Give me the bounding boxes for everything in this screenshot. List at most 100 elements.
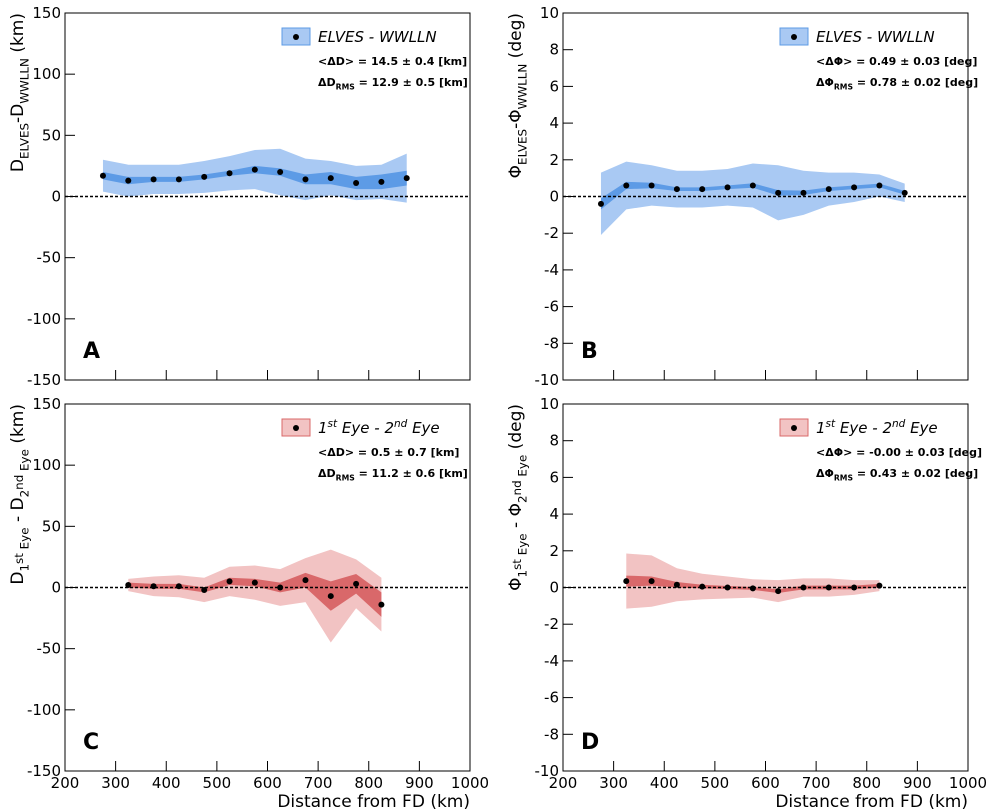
legend-label: 1st Eye - 2nd Eye [318, 418, 440, 437]
text-segment: Eye [905, 419, 937, 437]
x-tick-label: 500 [701, 774, 730, 792]
error-band [128, 572, 382, 617]
text-segment: RMS [336, 83, 355, 92]
text-segment: 1 [516, 570, 530, 578]
text-segment: Eye - 2 [835, 419, 892, 437]
text-segment: st [328, 418, 338, 430]
text-segment: = 0.78 ± 0.02 [deg] [853, 76, 978, 89]
x-tick-label: 400 [650, 774, 679, 792]
y-tick-label: -10 [535, 762, 560, 780]
legend-marker [293, 425, 299, 431]
y-tick-label: 150 [32, 4, 61, 22]
x-tick-label: 1000 [451, 774, 489, 792]
mean-point [175, 583, 182, 590]
y-tick-label: -50 [37, 249, 62, 267]
stat-line: <ΔD> = 14.5 ± 0.4 [km] [318, 55, 467, 68]
y-tick-label: 0 [51, 188, 61, 206]
mean-point [277, 584, 284, 591]
x-tick-label: 600 [253, 774, 282, 792]
y-tick-label: -2 [544, 224, 559, 242]
text-segment: <ΔΦ> = 0.49 ± 0.03 [deg] [816, 55, 977, 68]
mean-point [876, 582, 883, 589]
y-tick-label: 8 [549, 432, 559, 450]
text-segment: nd [510, 480, 524, 495]
panel: -10 -8 -6 -4 -2 0 2 4 6 8 10 200 300 400 500 600 700 800 9… [506, 395, 987, 811]
text-segment: ΔΦ [816, 76, 834, 89]
y-tick-label: 4 [549, 505, 559, 523]
mean-point [749, 585, 756, 592]
rms-band [102, 148, 407, 203]
mean-point [251, 166, 258, 173]
error-band [626, 575, 880, 594]
mean-point [201, 173, 208, 180]
mean-point [699, 186, 706, 193]
legend-label: 1st Eye - 2nd Eye [816, 418, 938, 437]
y-tick-label: 50 [42, 517, 61, 535]
y-tick-label: -100 [27, 701, 61, 719]
text-segment: 2 [516, 495, 530, 503]
y-tick-label: -4 [544, 261, 559, 279]
mean-point [648, 578, 655, 585]
y-tick-label: -2 [544, 615, 559, 633]
x-tick-label: 900 [903, 774, 932, 792]
y-tick-label: 0 [549, 188, 559, 206]
mean-point [125, 177, 132, 184]
mean-point [150, 176, 157, 183]
legend-label: ELVES - WWLLN [816, 28, 935, 46]
y-tick-label: 2 [549, 151, 559, 169]
mean-point [353, 180, 360, 187]
x-tick-label: 700 [304, 774, 333, 792]
panel-label: D [581, 730, 599, 755]
y-tick-label: -150 [27, 762, 61, 780]
mean-point [673, 581, 680, 588]
mean-point [800, 189, 807, 196]
x-tick-label: 200 [51, 774, 80, 792]
y-tick-label: 10 [540, 4, 559, 22]
text-segment: st [12, 553, 26, 564]
y-tick-label: 150 [32, 395, 61, 413]
mean-point [724, 584, 731, 591]
y-tick-label: 100 [32, 456, 61, 474]
text-segment: WWLLN [516, 64, 530, 110]
mean-point [353, 580, 360, 587]
y-tick-label: 100 [32, 65, 61, 83]
mean-point [851, 584, 858, 591]
text-segment: RMS [834, 474, 853, 483]
y-tick-label: -8 [544, 334, 559, 352]
text-segment: ELVES [18, 123, 32, 159]
y-tick-label: -6 [544, 689, 559, 707]
text-segment: ΔD [318, 467, 336, 480]
mean-point [597, 200, 604, 207]
mean-point [749, 182, 756, 189]
text-segment: (km) [8, 13, 28, 58]
y-tick-label: 50 [42, 126, 61, 144]
rms-band [600, 161, 905, 236]
text-segment: RMS [834, 83, 853, 92]
stat-line: <ΔD> = 0.5 ± 0.7 [km] [318, 446, 459, 459]
text-segment: Eye [516, 455, 530, 481]
y-tick-label: 6 [549, 77, 559, 95]
text-segment: 1 [816, 419, 826, 437]
y-tick-label: -8 [544, 725, 559, 743]
text-segment: = 12.9 ± 0.5 [km] [355, 76, 468, 89]
panel-label: A [83, 339, 100, 364]
rms-band [626, 553, 880, 609]
y-tick-label: -6 [544, 298, 559, 316]
x-tick-label: 300 [599, 774, 628, 792]
mean-point [302, 577, 309, 584]
text-segment: Eye - 2 [337, 419, 394, 437]
mean-point [825, 186, 832, 193]
x-axis-label: Distance from FD (km) [277, 792, 470, 811]
text-segment: (deg) [506, 13, 526, 64]
rms-band [128, 549, 382, 643]
y-tick-label: 2 [549, 542, 559, 560]
text-segment: - D [8, 497, 28, 527]
mean-point [201, 586, 208, 593]
text-segment: Φ [506, 577, 526, 590]
x-tick-label: 800 [852, 774, 881, 792]
legend-label: ELVES - WWLLN [318, 28, 437, 46]
text-segment: st [510, 559, 524, 570]
mean-point [623, 182, 630, 189]
text-segment: ELVES [516, 129, 530, 165]
